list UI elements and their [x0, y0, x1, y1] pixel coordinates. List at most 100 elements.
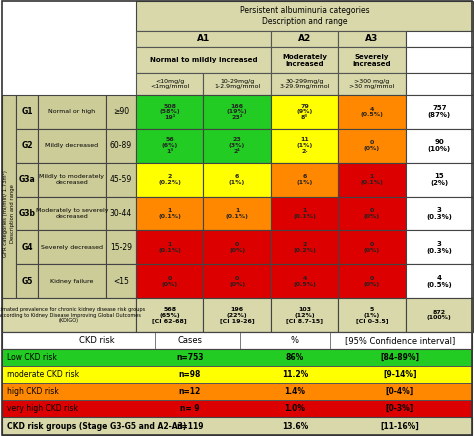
- Text: 56
(6%)
1³: 56 (6%) 1³: [162, 137, 178, 154]
- Text: 1.4%: 1.4%: [284, 387, 306, 396]
- Text: 4
(0.5%): 4 (0.5%): [293, 276, 316, 286]
- Bar: [16, 163, 38, 197]
- Text: high CKD risk: high CKD risk: [7, 387, 59, 396]
- Text: Low CKD risk: Low CKD risk: [7, 353, 57, 362]
- Text: 11.2%: 11.2%: [282, 370, 308, 379]
- Bar: [16, 95, 38, 129]
- Text: 103
(12%)
[CI 8.7-15]: 103 (12%) [CI 8.7-15]: [286, 307, 323, 324]
- Text: [84-89%]: [84-89%]: [381, 353, 419, 362]
- Bar: [16, 129, 38, 163]
- Bar: [38, 197, 106, 231]
- Bar: [271, 31, 338, 47]
- Text: 6
(1%): 6 (1%): [229, 174, 245, 185]
- Bar: [406, 73, 473, 95]
- Bar: [271, 231, 338, 264]
- Text: 1
(0.1%): 1 (0.1%): [293, 208, 316, 219]
- Text: <15: <15: [113, 277, 129, 286]
- Text: 196
(22%)
[CI 19-26]: 196 (22%) [CI 19-26]: [220, 307, 255, 324]
- Text: 0
(0%): 0 (0%): [229, 276, 245, 286]
- Text: 13.6%: 13.6%: [282, 422, 308, 430]
- Text: Normal to mildly increased: Normal to mildly increased: [150, 57, 257, 63]
- Bar: [136, 31, 271, 47]
- Bar: [338, 95, 406, 129]
- Bar: [406, 163, 473, 197]
- Text: 166
(19%)
23²: 166 (19%) 23²: [227, 104, 247, 120]
- Text: Normal or high: Normal or high: [48, 109, 96, 114]
- Bar: [271, 129, 338, 163]
- Text: 0
(0%): 0 (0%): [162, 276, 178, 286]
- Bar: [106, 129, 136, 163]
- Bar: [136, 129, 203, 163]
- Text: G1: G1: [21, 107, 33, 116]
- Bar: [106, 264, 136, 298]
- Text: 0
(0%): 0 (0%): [364, 276, 380, 286]
- Bar: [2, 95, 16, 332]
- Bar: [338, 73, 406, 95]
- Text: 4
(0.5%): 4 (0.5%): [427, 275, 452, 288]
- Text: G3b: G3b: [18, 209, 36, 218]
- Text: 1
(0.1%): 1 (0.1%): [226, 208, 248, 219]
- Text: 3
(0.3%): 3 (0.3%): [426, 207, 452, 220]
- Text: Moderately
increased: Moderately increased: [282, 54, 327, 67]
- Bar: [136, 264, 203, 298]
- Bar: [2, 298, 136, 332]
- Text: 6
(1%): 6 (1%): [296, 174, 313, 185]
- Text: 0
(0%): 0 (0%): [364, 242, 380, 253]
- Text: 1
(0.1%): 1 (0.1%): [158, 208, 181, 219]
- Bar: [406, 47, 473, 73]
- Text: 3
(0.3%): 3 (0.3%): [426, 241, 452, 254]
- Text: [0-3%]: [0-3%]: [386, 404, 414, 413]
- Text: G4: G4: [21, 243, 33, 252]
- Text: n=753: n=753: [176, 353, 204, 362]
- Text: 1
(0.1%): 1 (0.1%): [360, 174, 383, 185]
- Bar: [271, 47, 338, 73]
- Bar: [406, 95, 473, 129]
- Text: 2
(0.2%): 2 (0.2%): [158, 174, 181, 185]
- Text: [9-14%]: [9-14%]: [383, 370, 417, 379]
- Bar: [203, 129, 271, 163]
- Bar: [136, 73, 203, 95]
- Bar: [136, 298, 203, 332]
- Text: very high CKD risk: very high CKD risk: [7, 404, 78, 413]
- Bar: [406, 298, 473, 332]
- Text: 757
(87%): 757 (87%): [428, 106, 451, 119]
- Bar: [136, 95, 203, 129]
- Text: 11
(1%)
2·: 11 (1%) 2·: [296, 137, 313, 154]
- Text: n= 9: n= 9: [180, 404, 200, 413]
- Bar: [2, 349, 472, 366]
- Text: G2: G2: [21, 141, 33, 150]
- Text: GFR categories (ml/min/ 1.73m²)
Description and range: GFR categories (ml/min/ 1.73m²) Descript…: [3, 170, 15, 257]
- Text: 86%: 86%: [286, 353, 304, 362]
- Text: Mildly decreased: Mildly decreased: [46, 143, 99, 148]
- Bar: [406, 129, 473, 163]
- Bar: [2, 332, 472, 349]
- Text: 0
(0%): 0 (0%): [229, 242, 245, 253]
- Bar: [338, 47, 406, 73]
- Text: 0
(0%): 0 (0%): [364, 140, 380, 151]
- Bar: [203, 298, 271, 332]
- Text: Estimated prevalence for chronic kidney disease risk groups
according to Kidney : Estimated prevalence for chronic kidney …: [0, 307, 145, 324]
- Text: Severely decreased: Severely decreased: [41, 245, 103, 250]
- Bar: [203, 231, 271, 264]
- Bar: [338, 129, 406, 163]
- Bar: [16, 197, 38, 231]
- Bar: [106, 163, 136, 197]
- Bar: [38, 264, 106, 298]
- Text: A3: A3: [365, 34, 379, 44]
- Bar: [338, 163, 406, 197]
- Bar: [271, 298, 338, 332]
- Bar: [338, 298, 406, 332]
- Text: A1: A1: [197, 34, 210, 44]
- Text: 79
(9%)
8³: 79 (9%) 8³: [296, 104, 313, 120]
- Text: Cases: Cases: [177, 336, 202, 345]
- Text: %: %: [291, 336, 299, 345]
- Bar: [136, 163, 203, 197]
- Bar: [136, 47, 271, 73]
- Text: Kidney failure: Kidney failure: [50, 279, 94, 284]
- Bar: [106, 95, 136, 129]
- Text: ≥90: ≥90: [113, 107, 129, 116]
- Text: 90
(10%): 90 (10%): [428, 139, 451, 152]
- Text: 0
(0%): 0 (0%): [364, 208, 380, 219]
- Bar: [2, 400, 472, 417]
- Text: 30-299mg/g
3-29.9mg/mmol: 30-299mg/g 3-29.9mg/mmol: [279, 78, 330, 89]
